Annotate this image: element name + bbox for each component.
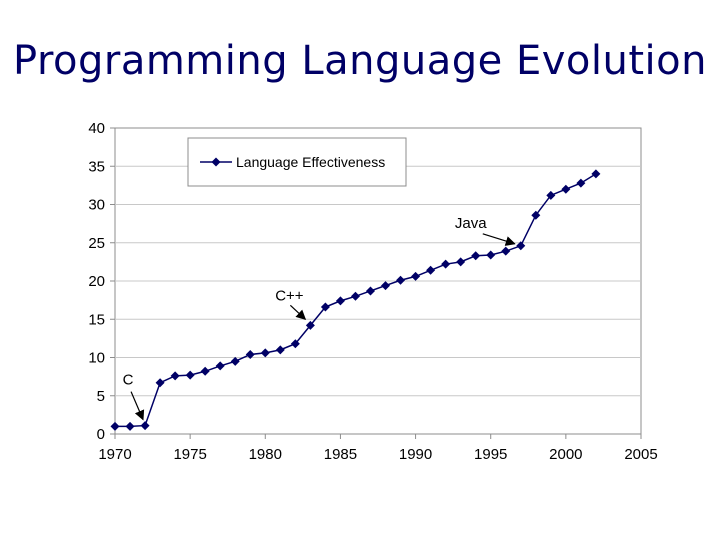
x-tick-label: 1970 [98, 446, 131, 463]
y-tick-label: 35 [88, 158, 105, 175]
series-group [110, 169, 601, 431]
data-point [396, 275, 406, 285]
data-point [531, 210, 541, 220]
data-point [411, 271, 421, 281]
data-point [561, 184, 571, 194]
y-tick-label: 20 [88, 273, 105, 290]
annotation-label: C++ [275, 287, 304, 304]
data-point [381, 281, 391, 291]
x-tick-label: 1990 [399, 446, 432, 463]
x-tick-label: 1985 [324, 446, 357, 463]
data-point [110, 421, 120, 431]
x-tick-label: 1980 [249, 446, 282, 463]
data-point [170, 371, 180, 381]
data-point [260, 348, 270, 358]
data-point [140, 421, 150, 431]
y-tick-label: 40 [88, 120, 105, 137]
data-point [185, 370, 195, 380]
data-point [290, 339, 300, 349]
data-point [365, 286, 375, 296]
y-tick-label: 10 [88, 350, 105, 367]
annotation-label: C [123, 372, 134, 389]
data-point [200, 366, 210, 376]
data-point [426, 265, 436, 275]
annotation-arrow [289, 304, 307, 321]
annotations: C C++ Java [123, 215, 516, 421]
data-point [125, 421, 135, 431]
x-tick-label: 2005 [624, 446, 657, 463]
legend-marker [211, 157, 221, 167]
x-tick-label: 2000 [549, 446, 582, 463]
data-point [501, 246, 511, 256]
data-point [335, 296, 345, 306]
data-point [275, 345, 285, 355]
data-point [441, 259, 451, 269]
data-point [320, 302, 330, 312]
data-point [576, 178, 586, 188]
annotation-arrow [482, 233, 516, 246]
data-point [305, 320, 315, 330]
x-tick-label: 1975 [173, 446, 206, 463]
annotation-label: Java [455, 215, 487, 232]
data-point [230, 356, 240, 366]
slide-title: Programming Language Evolution [13, 38, 707, 84]
data-point [245, 349, 255, 359]
x-axis: 1970 1975 1980 1985 1990 1995 2000 2005 [98, 434, 658, 463]
y-axis: 0 5 10 15 20 25 30 35 40 [88, 120, 115, 443]
data-point [215, 361, 225, 371]
data-point [350, 291, 360, 301]
legend-label: Language Effectiveness [236, 154, 385, 170]
data-point [591, 169, 601, 179]
data-point [516, 241, 526, 251]
data-point [471, 251, 481, 261]
data-point [486, 250, 496, 260]
legend: Language Effectiveness [187, 137, 407, 187]
y-tick-label: 0 [97, 426, 105, 443]
data-point [155, 378, 165, 388]
data-point [546, 190, 556, 200]
y-tick-label: 5 [97, 388, 105, 405]
x-tick-label: 1995 [474, 446, 507, 463]
y-tick-label: 25 [88, 235, 105, 252]
y-tick-label: 30 [88, 197, 105, 214]
data-point [456, 257, 466, 267]
y-tick-label: 15 [88, 311, 105, 328]
annotation-arrow [130, 391, 145, 421]
